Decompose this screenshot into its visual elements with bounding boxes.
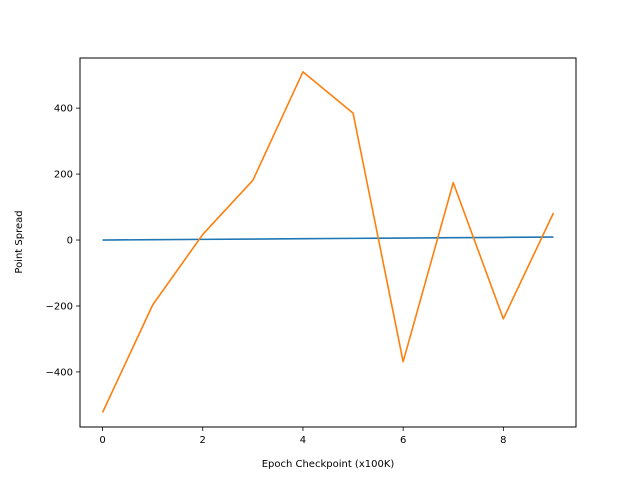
x-tick-label: 6 xyxy=(400,435,406,446)
x-tick-label: 8 xyxy=(500,435,506,446)
x-tick-label: 0 xyxy=(99,435,105,446)
y-tick-label: 400 xyxy=(54,104,73,115)
x-tick-label: 4 xyxy=(300,435,306,446)
y-axis-label: Point Spread xyxy=(14,210,25,273)
x-tick-label: 2 xyxy=(200,435,206,446)
y-tick-label: 0 xyxy=(67,236,73,247)
y-tick-label: −400 xyxy=(46,367,73,378)
y-axis: −400 −200 0 200 400 xyxy=(46,104,80,378)
x-axis: 0 2 4 6 8 xyxy=(99,427,507,446)
y-tick-label: −200 xyxy=(46,301,73,312)
x-axis-label: Epoch Checkpoint (x100K) xyxy=(262,459,395,470)
plot-frame xyxy=(79,57,577,428)
series-line-1 xyxy=(102,236,554,241)
series-layer xyxy=(101,71,555,413)
y-tick-label: 200 xyxy=(54,170,73,181)
plot-area xyxy=(80,58,576,427)
series-line-2 xyxy=(101,71,555,413)
